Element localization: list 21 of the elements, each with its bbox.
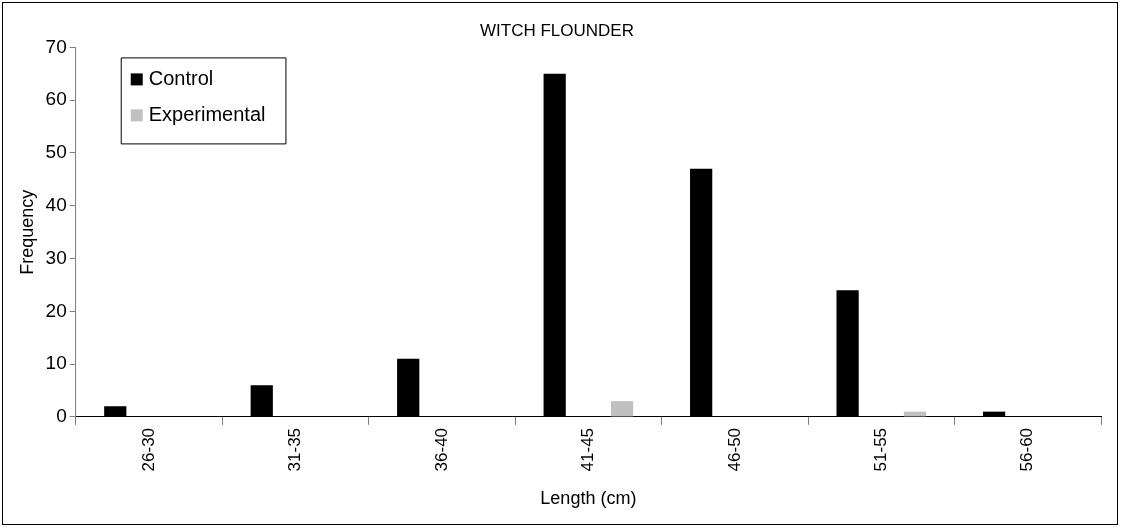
legend-label: Experimental xyxy=(148,102,266,125)
y-tick-label: 30 xyxy=(45,246,67,268)
y-tick-label: 0 xyxy=(56,405,67,427)
y-axis-title: Frequency xyxy=(16,189,37,275)
y-tick-label: 40 xyxy=(45,194,67,215)
y-tick-label: 20 xyxy=(45,299,67,321)
legend-label: Control xyxy=(148,66,214,89)
x-tick-label: 31-35 xyxy=(285,427,305,472)
chart-title: WITCH FLOUNDER xyxy=(480,20,634,40)
y-tick-label: 10 xyxy=(45,352,67,374)
x-tick-label: 56-60 xyxy=(1017,427,1037,472)
y-tick-label: 60 xyxy=(45,88,67,110)
y-tick-label: 70 xyxy=(45,35,67,57)
x-tick-label: 36-40 xyxy=(431,427,451,472)
x-tick-label: 26-30 xyxy=(138,427,158,472)
y-tick-label: 50 xyxy=(45,141,67,163)
x-tick-label: 51-55 xyxy=(870,427,890,472)
x-tick-label: 41-45 xyxy=(578,427,598,472)
x-tick-label: 46-50 xyxy=(724,427,744,472)
bar xyxy=(610,401,634,417)
x-axis-title: Length (cm) xyxy=(540,488,637,509)
